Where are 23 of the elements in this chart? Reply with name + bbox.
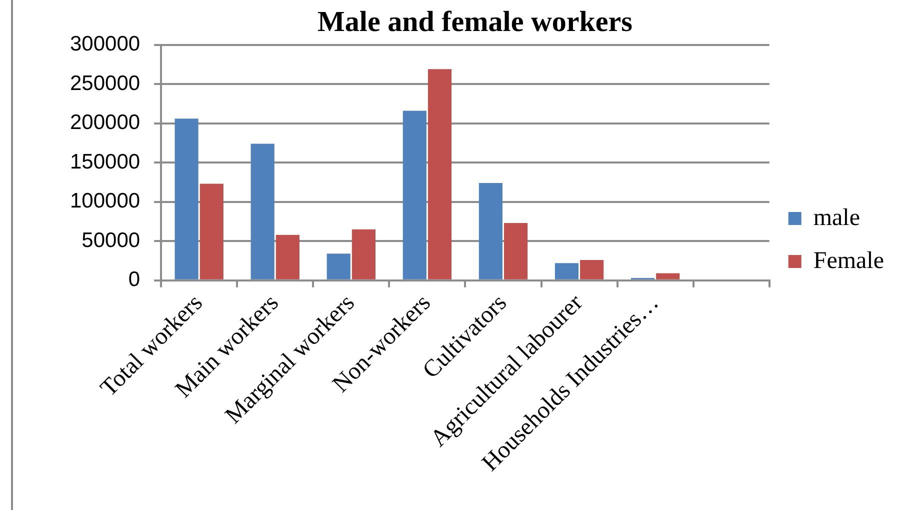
- y-tick-label: 100000: [70, 190, 140, 213]
- chart-title: Male and female workers: [318, 6, 632, 38]
- bar: [504, 223, 528, 280]
- y-tick-label: 200000: [70, 111, 140, 134]
- y-tick-label: 0: [128, 268, 140, 292]
- bar: [352, 229, 376, 280]
- bar: [656, 273, 680, 280]
- bar: [554, 263, 579, 280]
- bar: [250, 144, 274, 280]
- bar: [326, 254, 350, 280]
- y-tick-label: 150000: [70, 150, 140, 174]
- y-tick-label: 250000: [70, 72, 140, 95]
- y-tick-label: 50000: [82, 228, 140, 252]
- bar: [174, 118, 198, 280]
- bar: [276, 234, 300, 280]
- bar: [428, 69, 452, 280]
- bar: [402, 110, 426, 280]
- bar: [478, 182, 502, 280]
- legend-label: Female: [813, 248, 884, 274]
- bar: [580, 260, 604, 280]
- y-tick-label: 300000: [70, 32, 140, 56]
- legend-label: male: [813, 204, 860, 231]
- bar: [200, 184, 224, 280]
